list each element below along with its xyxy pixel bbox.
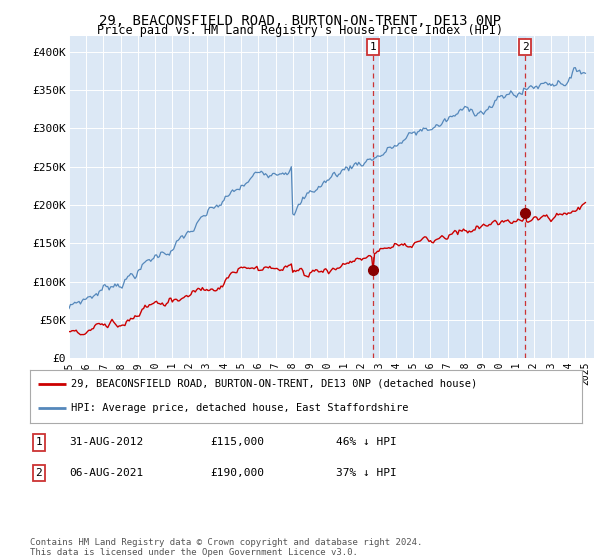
Text: 37% ↓ HPI: 37% ↓ HPI	[336, 468, 397, 478]
Text: Contains HM Land Registry data © Crown copyright and database right 2024.
This d: Contains HM Land Registry data © Crown c…	[30, 538, 422, 557]
Text: 29, BEACONSFIELD ROAD, BURTON-ON-TRENT, DE13 0NP (detached house): 29, BEACONSFIELD ROAD, BURTON-ON-TRENT, …	[71, 379, 478, 389]
Text: 2: 2	[522, 42, 529, 52]
Text: Price paid vs. HM Land Registry's House Price Index (HPI): Price paid vs. HM Land Registry's House …	[97, 24, 503, 36]
Text: £115,000: £115,000	[210, 437, 264, 447]
Text: 1: 1	[35, 437, 43, 447]
Bar	[373, 36, 525, 358]
Text: HPI: Average price, detached house, East Staffordshire: HPI: Average price, detached house, East…	[71, 403, 409, 413]
Text: £190,000: £190,000	[210, 468, 264, 478]
Text: 46% ↓ HPI: 46% ↓ HPI	[336, 437, 397, 447]
Text: 31-AUG-2012: 31-AUG-2012	[69, 437, 143, 447]
Text: 1: 1	[370, 42, 376, 52]
Text: 2: 2	[35, 468, 43, 478]
Text: 29, BEACONSFIELD ROAD, BURTON-ON-TRENT, DE13 0NP: 29, BEACONSFIELD ROAD, BURTON-ON-TRENT, …	[99, 14, 501, 28]
Text: 06-AUG-2021: 06-AUG-2021	[69, 468, 143, 478]
